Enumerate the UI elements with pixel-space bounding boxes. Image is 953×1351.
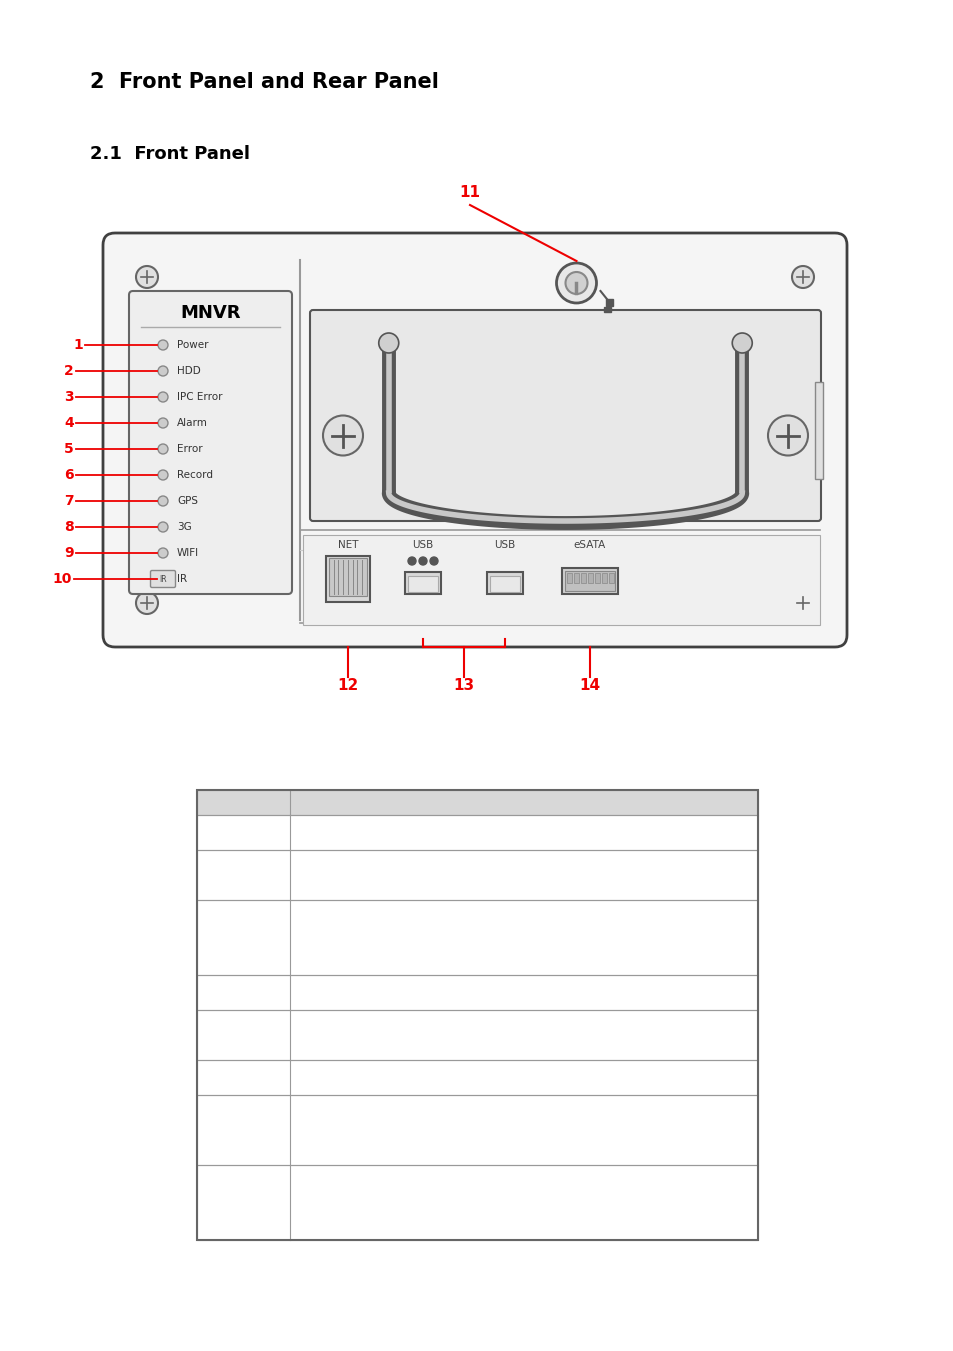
Text: 3G: 3G [177, 521, 192, 532]
Bar [196, 790, 758, 1240]
Circle shape [565, 272, 587, 295]
Text: IPC Error: IPC Error [177, 392, 222, 403]
Circle shape [408, 557, 416, 565]
Circle shape [158, 521, 168, 532]
FancyBboxPatch shape [151, 570, 175, 588]
Bar [196, 975, 758, 1011]
Circle shape [430, 557, 437, 565]
Circle shape [158, 496, 168, 507]
Bar [405, 571, 440, 594]
Circle shape [136, 266, 158, 288]
Text: USB: USB [412, 540, 434, 550]
Text: GPS: GPS [177, 496, 198, 507]
Text: 3: 3 [64, 390, 74, 404]
Text: 10: 10 [52, 571, 71, 586]
Text: WIFI: WIFI [177, 549, 199, 558]
Text: 9: 9 [64, 546, 74, 561]
Circle shape [158, 392, 168, 403]
Bar [196, 1061, 758, 1096]
Bar [606, 299, 613, 305]
Circle shape [418, 557, 427, 565]
Circle shape [158, 340, 168, 350]
FancyBboxPatch shape [129, 290, 292, 594]
Circle shape [158, 417, 168, 428]
Text: 1: 1 [73, 338, 83, 353]
Circle shape [556, 263, 596, 303]
Bar [574, 573, 578, 584]
Bar [601, 573, 606, 584]
Bar [196, 1165, 758, 1240]
Bar [196, 815, 758, 850]
Bar [587, 573, 593, 584]
Text: USB: USB [494, 540, 515, 550]
Text: Power: Power [177, 340, 209, 350]
Bar [329, 558, 367, 596]
Text: 12: 12 [337, 677, 358, 693]
Circle shape [158, 444, 168, 454]
Bar [814, 381, 822, 480]
Bar [564, 571, 615, 590]
Bar [608, 573, 614, 584]
Text: 2.1  Front Panel: 2.1 Front Panel [90, 145, 250, 163]
Bar [604, 307, 611, 312]
Text: Alarm: Alarm [177, 417, 208, 428]
Text: IR: IR [177, 574, 187, 584]
Bar [196, 1096, 758, 1165]
Bar [326, 557, 370, 603]
Text: HDD: HDD [177, 366, 200, 376]
Bar [196, 790, 758, 815]
Text: 2  Front Panel and Rear Panel: 2 Front Panel and Rear Panel [90, 72, 438, 92]
Bar [196, 790, 758, 815]
FancyBboxPatch shape [310, 309, 821, 521]
Bar [561, 567, 618, 594]
Circle shape [378, 332, 398, 353]
Bar [408, 576, 437, 592]
Text: 5: 5 [64, 442, 74, 457]
Text: 7: 7 [64, 494, 74, 508]
Circle shape [136, 592, 158, 613]
Text: NET: NET [337, 540, 358, 550]
Text: Error: Error [177, 444, 202, 454]
Text: 2: 2 [64, 363, 74, 378]
Bar [196, 850, 758, 900]
Text: 14: 14 [578, 677, 600, 693]
Text: 8: 8 [64, 520, 74, 534]
Circle shape [158, 366, 168, 376]
FancyBboxPatch shape [103, 232, 846, 647]
Text: eSATA: eSATA [574, 540, 605, 550]
Circle shape [791, 266, 813, 288]
Bar [566, 573, 572, 584]
Bar [486, 571, 522, 594]
Bar [196, 900, 758, 975]
Text: Record: Record [177, 470, 213, 480]
Text: 13: 13 [453, 677, 474, 693]
Text: 11: 11 [459, 185, 480, 200]
Bar [595, 573, 599, 584]
Circle shape [158, 549, 168, 558]
Bar [196, 1011, 758, 1061]
Bar [490, 576, 519, 592]
Circle shape [767, 416, 807, 455]
Text: 6: 6 [64, 467, 74, 482]
Circle shape [158, 470, 168, 480]
Circle shape [323, 416, 363, 455]
Circle shape [791, 592, 813, 613]
Bar [580, 573, 585, 584]
Bar [303, 535, 820, 626]
Circle shape [732, 332, 752, 353]
Text: 4: 4 [64, 416, 74, 430]
Text: IR: IR [159, 574, 167, 584]
Text: MNVR: MNVR [180, 304, 240, 322]
